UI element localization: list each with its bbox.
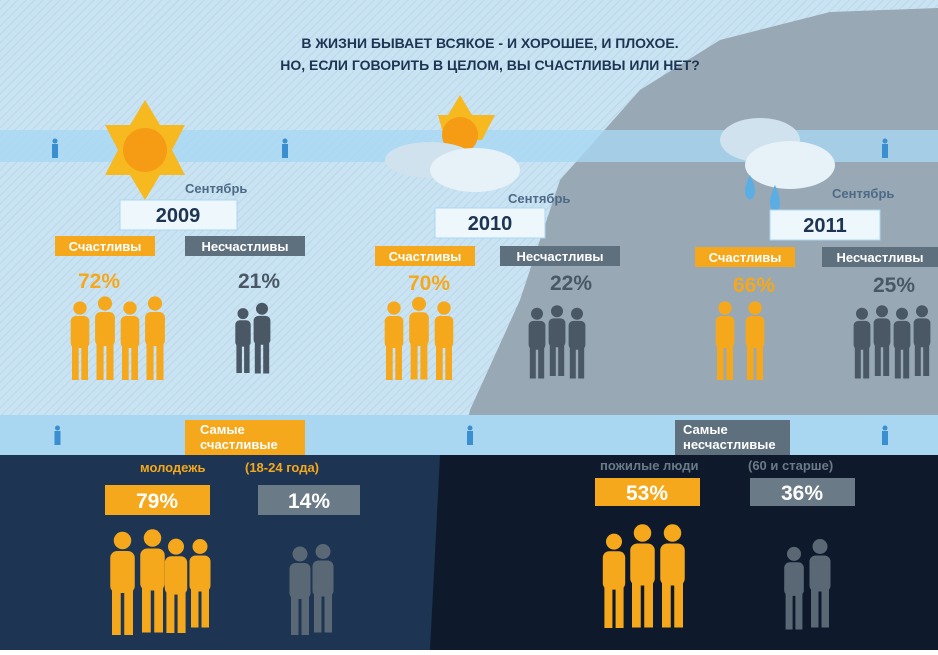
title-line: НО, ЕСЛИ ГОВОРИТЬ В ЦЕЛОМ, ВЫ СЧАСТЛИВЫ … <box>280 57 700 73</box>
month: Сентябрь <box>185 181 247 196</box>
year: 2009 <box>156 205 201 227</box>
happy-label: Счастливы <box>69 239 142 254</box>
infographic: В ЖИЗНИ БЫВАЕТ ВСЯКОЕ - И ХОРОШЕЕ, И ПЛО… <box>0 0 938 650</box>
year: 2010 <box>468 213 513 235</box>
unhappy-value: 22% <box>550 272 592 295</box>
happy-value: 70% <box>408 272 450 295</box>
background-left <box>0 455 460 650</box>
happy-value: 66% <box>733 274 775 297</box>
happy-label: Счастливы <box>389 249 462 264</box>
group-name: молодежь <box>140 460 205 475</box>
group-range: (18-24 года) <box>245 460 319 475</box>
title-line: В ЖИЗНИ БЫВАЕТ ВСЯКОЕ - И ХОРОШЕЕ, И ПЛО… <box>301 35 678 51</box>
unhappy-value: 36% <box>781 482 823 505</box>
group-range: (60 и старше) <box>748 458 833 473</box>
month: Сентябрь <box>832 186 894 201</box>
group-tag-line: счастливые <box>200 437 278 452</box>
happy-value: 79% <box>136 490 178 513</box>
unhappy-label: Несчастливы <box>837 250 924 265</box>
unhappy-label: Несчастливы <box>202 239 289 254</box>
happy-label: Счастливы <box>709 250 782 265</box>
unhappy-value: 14% <box>288 490 330 513</box>
group-name: пожилые люди <box>600 458 698 473</box>
group-tag-line: несчастливые <box>683 437 776 452</box>
group-tag-line: Самые <box>683 422 728 437</box>
year: 2011 <box>803 215 846 237</box>
unhappy-label: Несчастливы <box>517 249 604 264</box>
happy-value: 72% <box>78 270 120 293</box>
group-tag-line: Самые <box>200 422 245 437</box>
month: Сентябрь <box>508 191 570 206</box>
unhappy-value: 21% <box>238 270 280 293</box>
unhappy-value: 25% <box>873 274 915 297</box>
happy-value: 53% <box>626 482 668 505</box>
